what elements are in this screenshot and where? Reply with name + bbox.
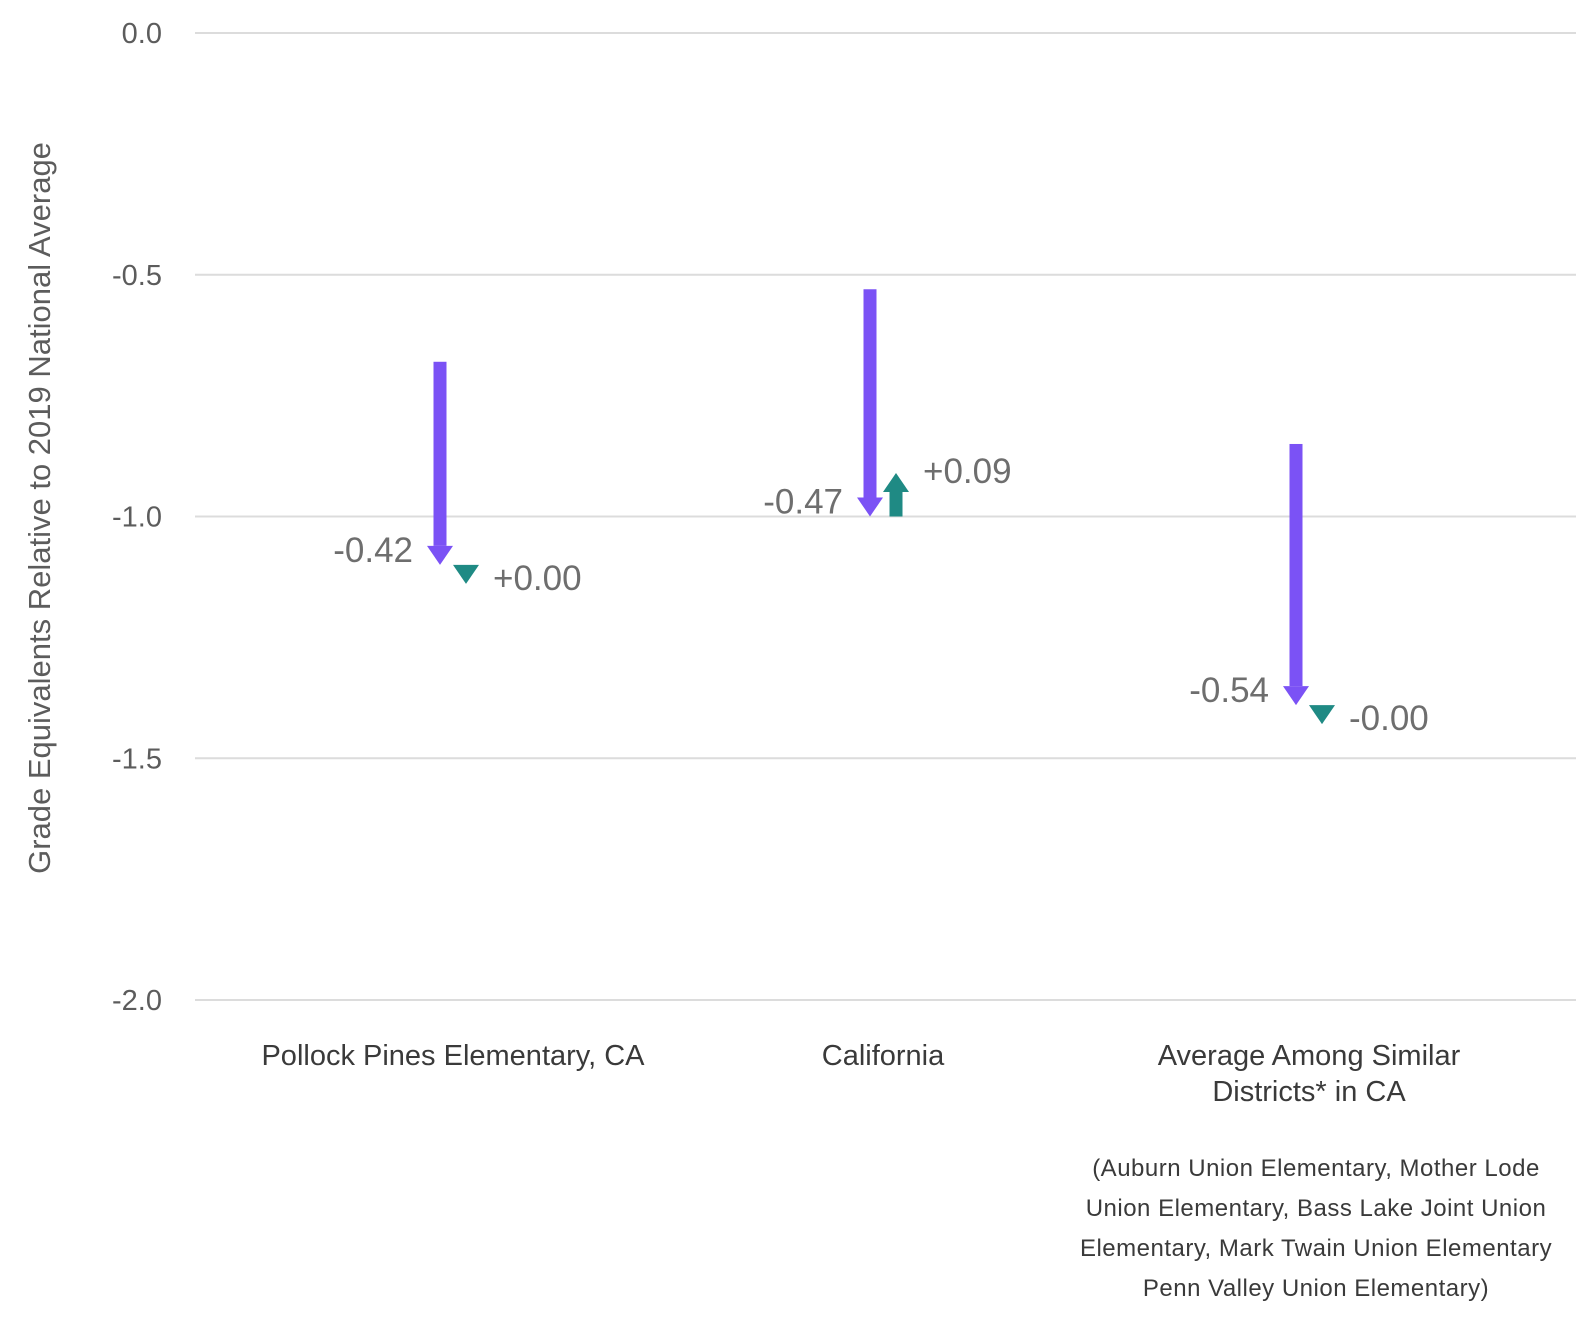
category-label: Districts* in CA: [1212, 1076, 1406, 1108]
footnote: (Auburn Union Elementary, Mother Lode Uni…: [1080, 1155, 1552, 1302]
arrow-head: [427, 545, 453, 565]
arrow-head: [857, 497, 883, 517]
category-label: Average Among Similar: [1158, 1040, 1461, 1072]
gridlines: [195, 32, 1576, 1001]
arrow-shaft: [863, 289, 877, 498]
arrow-mark: [453, 564, 479, 584]
category-label: California: [822, 1040, 945, 1072]
arrow-head: [1283, 686, 1309, 706]
footnote-line: Elementary, Mark Twain Union Elementary: [1080, 1235, 1552, 1262]
y-tick-label: -0.5: [112, 260, 162, 292]
footnote-line: Union Elementary, Bass Lake Joint Union: [1086, 1195, 1547, 1222]
arrow-mark: [857, 289, 883, 517]
data-label: -0.42: [333, 531, 413, 570]
arrow-head: [883, 472, 909, 492]
arrow-mark: [883, 472, 909, 517]
category-label: Pollock Pines Elementary, CA: [261, 1040, 645, 1072]
footnote-line: Penn Valley Union Elementary): [1143, 1275, 1489, 1302]
arrow-head: [1309, 705, 1335, 725]
data-label: +0.00: [493, 559, 582, 598]
y-axis-label: Grade Equivalents Relative to 2019 Natio…: [22, 142, 57, 874]
y-tick-label: -1.0: [112, 502, 162, 534]
data-label: -0.54: [1189, 671, 1269, 710]
arrow-mark: [1309, 705, 1335, 725]
y-tick-label: 0.0: [122, 18, 162, 50]
footnote-line: (Auburn Union Elementary, Mother Lode: [1092, 1155, 1540, 1182]
y-tick-label: -1.5: [112, 743, 162, 775]
data-label: -0.00: [1349, 699, 1429, 738]
arrow-shaft: [433, 361, 447, 546]
arrow-shaft: [1289, 443, 1303, 687]
arrow-mark: [1283, 443, 1309, 706]
arrow-head: [453, 564, 479, 584]
y-axis-ticks: 0.0 -0.5 -1.0 -1.5 -2.0: [112, 18, 162, 1017]
x-axis-categories: Pollock Pines Elementary, CA California Av…: [261, 1040, 1460, 1108]
data-label: -0.47: [763, 483, 843, 522]
arrow-series: -0.42 -0.47 -0.54 +0.00 +0.09 -0.00: [333, 289, 1429, 738]
arrow-mark: [427, 361, 453, 565]
y-tick-label: -2.0: [112, 985, 162, 1017]
data-label: +0.09: [923, 452, 1012, 491]
arrow-shaft: [889, 491, 903, 517]
